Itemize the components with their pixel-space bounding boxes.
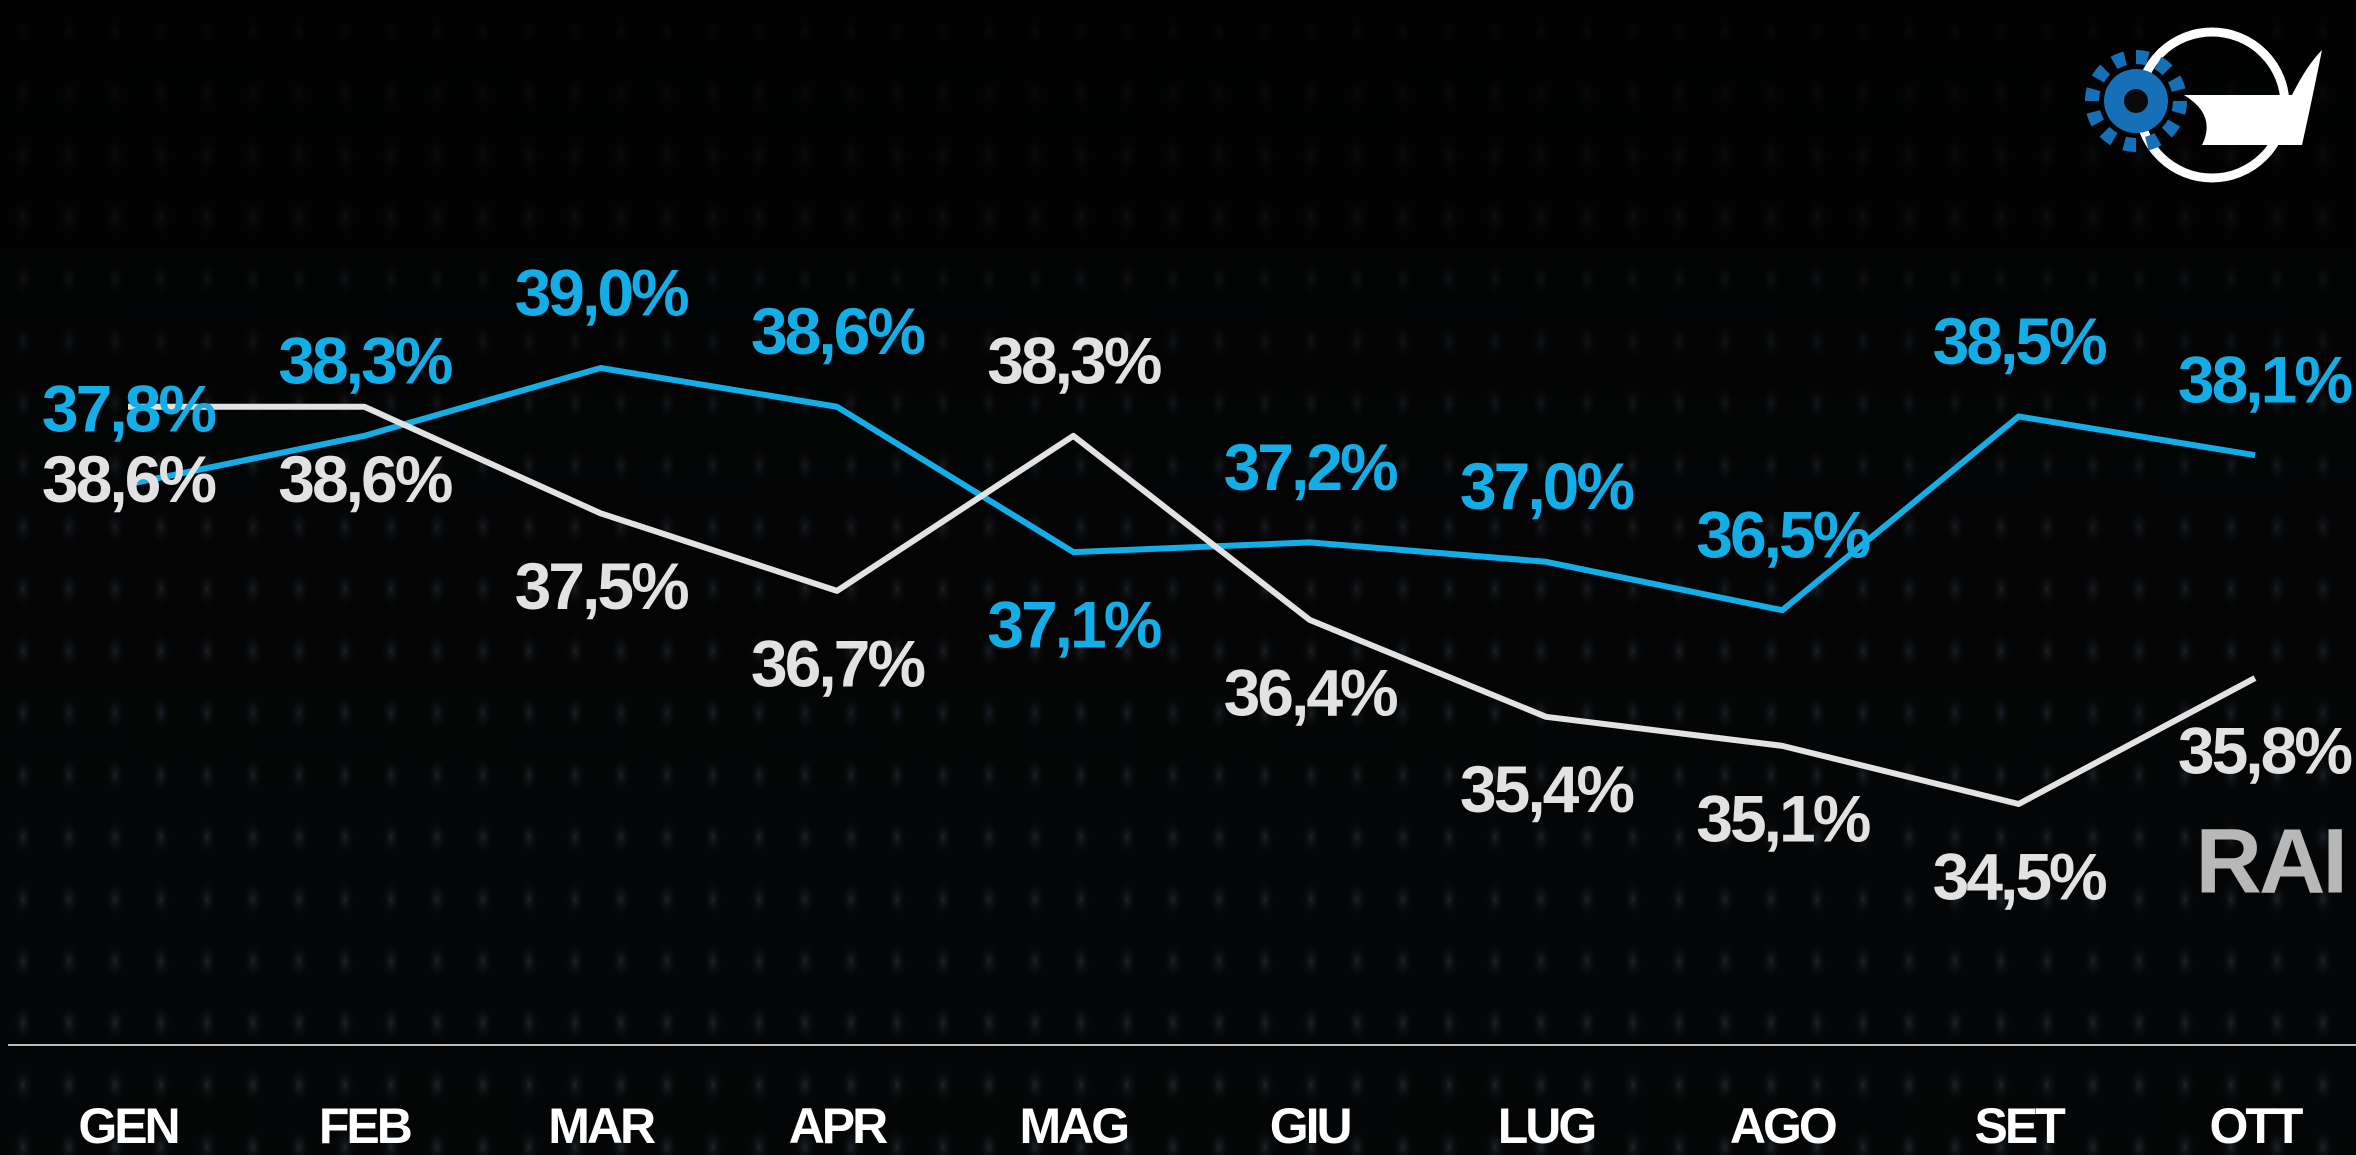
- data-label: 37,5%: [515, 549, 688, 623]
- x-tick-label: FEB: [319, 1098, 411, 1154]
- data-label: 37,1%: [987, 588, 1160, 662]
- data-label: 34,5%: [1933, 839, 2106, 913]
- data-label: 38,6%: [42, 442, 215, 516]
- data-label: 35,4%: [1460, 752, 1633, 826]
- data-label: 38,6%: [278, 442, 451, 516]
- x-tick-label: OTT: [2210, 1098, 2303, 1154]
- x-tick-label: AGO: [1730, 1098, 1836, 1154]
- chart: GEN FEB MAR APR MAG GIU LUG AGO SET OTT 37,8% 38,3%…: [0, 0, 2356, 1155]
- x-tick-label: MAR: [548, 1098, 656, 1154]
- data-label: 38,3%: [278, 323, 451, 397]
- x-tick-label: GIU: [1270, 1098, 1351, 1154]
- data-label: 37,0%: [1460, 449, 1633, 523]
- data-label: 38,6%: [751, 294, 924, 368]
- x-tick-label: MAG: [1020, 1098, 1128, 1154]
- data-label: 36,5%: [1696, 498, 1869, 572]
- data-label: 37,8%: [42, 372, 215, 446]
- data-label: 37,2%: [1224, 430, 1397, 504]
- x-tick-label: LUG: [1498, 1098, 1595, 1154]
- background-fade: [0, 0, 2356, 1155]
- data-label: 35,8%: [2178, 713, 2351, 787]
- data-label: 38,1%: [2178, 343, 2351, 417]
- data-label: 39,0%: [515, 255, 688, 329]
- x-tick-label: APR: [789, 1098, 888, 1154]
- data-label: 35,1%: [1696, 781, 1869, 855]
- data-label: 38,3%: [987, 323, 1160, 397]
- x-tick-label: SET: [1975, 1098, 2066, 1154]
- data-label: 36,4%: [1224, 655, 1397, 729]
- x-tick-label: GEN: [78, 1098, 177, 1154]
- data-label: 38,5%: [1933, 304, 2106, 378]
- data-label: 36,7%: [751, 626, 924, 700]
- legend-label: RAI: [2196, 810, 2345, 912]
